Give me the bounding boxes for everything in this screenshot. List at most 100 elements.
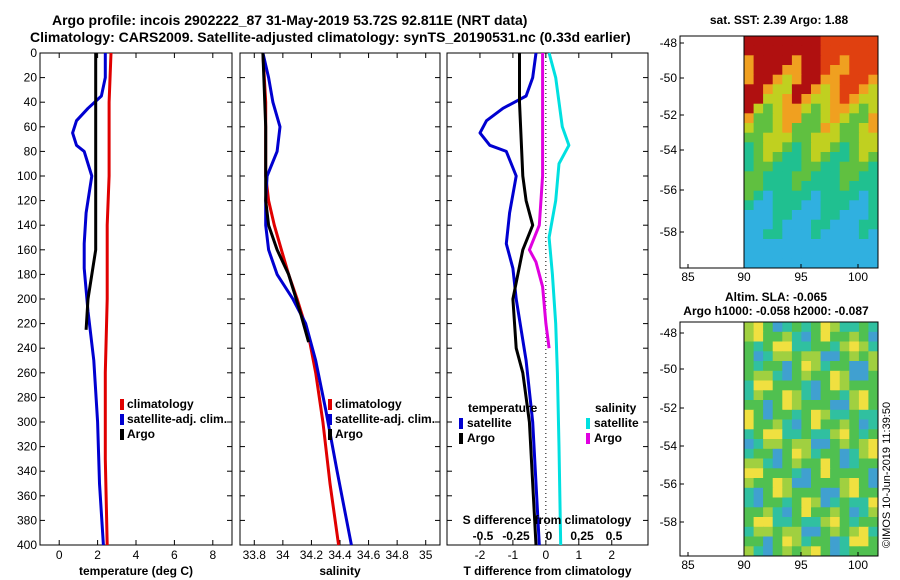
- sla_map-cell: [858, 517, 870, 528]
- sla_map-cell: [801, 419, 812, 430]
- difference-legend-swatch: [586, 433, 590, 444]
- sla_map-cell: [830, 448, 841, 460]
- sla_map-cell: [868, 517, 878, 528]
- sla_map-cell: [801, 390, 812, 401]
- sla_map-cell: [782, 429, 793, 440]
- sla_map-cell: [868, 409, 878, 421]
- sst_map-cell: [858, 219, 870, 230]
- sla_map-cell: [753, 370, 764, 382]
- sst_map-cell: [763, 210, 774, 221]
- sla-map-title-1: Altim. SLA: -0.065: [725, 290, 827, 304]
- sst_map-cell: [830, 219, 841, 230]
- sst_map-cell: [830, 123, 841, 134]
- temperature-legend-label: Argo: [127, 427, 155, 441]
- sst_map-cell: [763, 190, 774, 201]
- difference-xtick2-label: -0.5: [473, 529, 494, 543]
- sst_map-cell: [839, 84, 850, 95]
- sla_map-cell: [868, 439, 878, 450]
- sst_map-cell: [830, 190, 841, 201]
- sst_map-cell: [858, 45, 870, 56]
- sla_map-cell: [782, 507, 793, 518]
- sla_map-cell: [811, 517, 822, 528]
- sla_map-cell: [763, 331, 774, 343]
- sla_map-cell: [830, 351, 841, 362]
- sla_map-cell: [772, 419, 783, 430]
- sst_map-cell: [839, 123, 850, 134]
- sst_map-cell: [868, 65, 878, 76]
- sla_map-frame: [679, 321, 879, 557]
- sla_map-cell: [753, 390, 764, 401]
- sst_map-cell: [811, 210, 822, 221]
- sla_map-cell: [868, 322, 878, 333]
- sst_map-cell: [753, 219, 764, 230]
- sla_map-cell: [849, 536, 860, 547]
- sla_map-cell: [801, 546, 812, 556]
- sst_map-ytick-label: -50: [660, 71, 678, 85]
- sst_map-cell: [849, 239, 860, 250]
- sst_map-cell: [849, 161, 860, 172]
- sst_map-cell: [753, 161, 764, 172]
- sst_map-cell: [839, 258, 850, 268]
- sla_map-cell: [753, 439, 764, 450]
- sla_map-cell: [772, 361, 783, 372]
- sst_map-cell: [830, 65, 841, 76]
- sst_map-cell: [763, 36, 774, 47]
- sst_map-ytick-label: -52: [660, 108, 678, 122]
- sst_map-cell: [858, 229, 870, 240]
- sla_map-xtick-label: 90: [737, 558, 751, 572]
- sla_map-cell: [791, 546, 803, 556]
- sla_map-cell: [830, 507, 841, 518]
- sla_map-cell: [849, 331, 860, 343]
- sst_map-cell: [820, 171, 831, 182]
- sst_map-cell: [820, 55, 831, 66]
- difference-legend-label: Argo: [594, 431, 622, 445]
- sst_map-cell: [753, 84, 764, 95]
- sla_map-cell: [744, 419, 755, 430]
- sla_map-cell: [820, 341, 831, 352]
- salinity-frame: [239, 52, 441, 546]
- sst_map-cell: [811, 74, 822, 85]
- sla_map-cell: [763, 400, 774, 411]
- title-line-1: Argo profile: incois 2902222_87 31-May-2…: [52, 12, 528, 28]
- sst_map-cell: [839, 45, 850, 56]
- sla_map-cell: [763, 458, 774, 469]
- sst_map-cell: [858, 152, 870, 163]
- sla_map-cell: [763, 487, 774, 499]
- sla_map-data: [744, 322, 878, 556]
- sst_map-cell: [782, 132, 793, 143]
- sla_map-cell: [868, 390, 878, 401]
- sst_map-cell: [801, 248, 812, 259]
- sst_map-cell: [801, 113, 812, 124]
- sst_map-cell: [791, 210, 803, 221]
- depth-tick-label: 260: [17, 366, 37, 380]
- sla_map-cell: [801, 517, 812, 528]
- sst_map-cell: [753, 65, 764, 76]
- sst_map-cell: [868, 210, 878, 221]
- sst_map-cell: [839, 171, 850, 182]
- sla_map-cell: [811, 351, 822, 362]
- sla_map-cell: [791, 536, 803, 547]
- sla_map-cell: [820, 331, 831, 343]
- sst_map-cell: [763, 74, 774, 85]
- sst_map-cell: [868, 142, 878, 153]
- sla_map-cell: [868, 380, 878, 391]
- sst_map-cell: [811, 229, 822, 240]
- sst_map-cell: [811, 142, 822, 153]
- sst_map-cell: [772, 103, 783, 114]
- sst_map-cell: [753, 123, 764, 134]
- sla_map-cell: [858, 526, 870, 538]
- difference-xtick2-label: 0.25: [570, 529, 594, 543]
- sst_map-cell: [801, 229, 812, 240]
- difference-legend-label: Argo: [467, 431, 495, 445]
- sst_map-cell: [868, 74, 878, 85]
- sla_map-cell: [801, 526, 812, 538]
- sst_map-cell: [839, 103, 850, 114]
- sla_map-cell: [839, 487, 850, 499]
- sst_map-cell: [782, 229, 793, 240]
- sst_map-cell: [772, 94, 783, 105]
- sla_map-cell: [830, 458, 841, 469]
- sla_map-cell: [830, 478, 841, 489]
- sst_map-cell: [753, 200, 764, 211]
- sst_map-cell: [753, 229, 764, 240]
- sst_map-cell: [811, 113, 822, 124]
